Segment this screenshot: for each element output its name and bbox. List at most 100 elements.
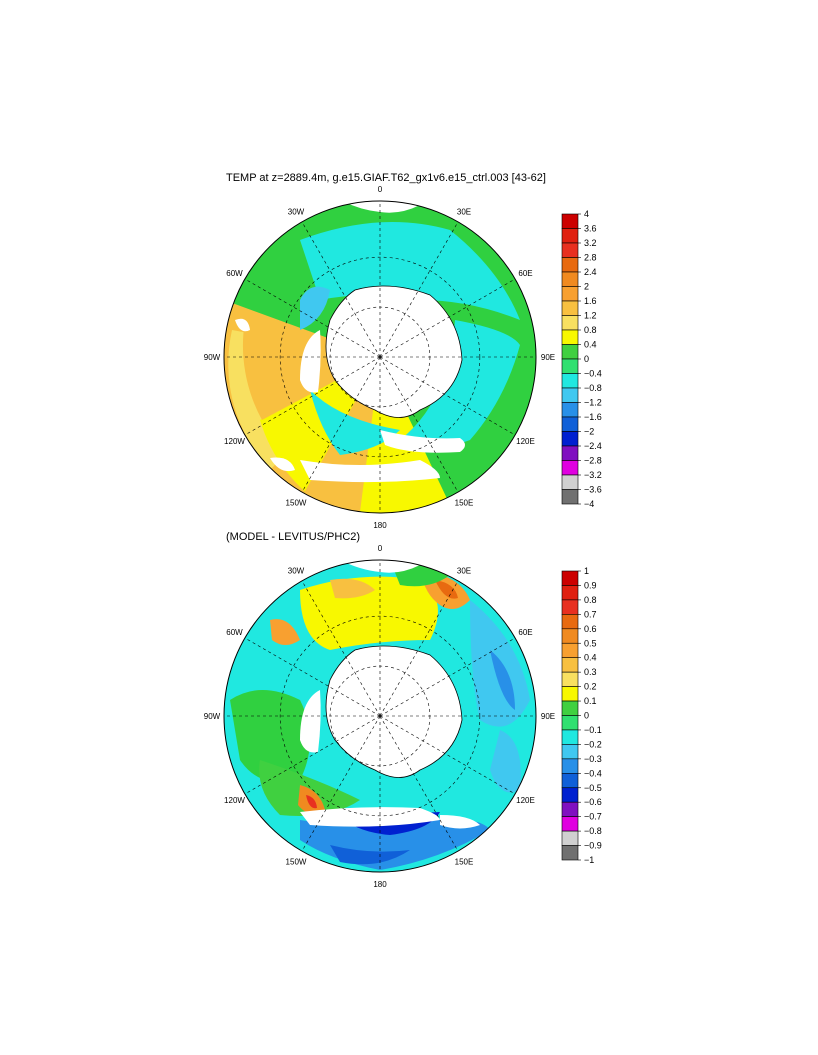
top-map-meridian-line [244,356,381,436]
top-colorbar-label: 1.6 [584,296,597,306]
bottom-colorbar-label: 0.8 [584,595,597,605]
bottom-colorbar-swatch [561,744,579,760]
bottom-map-meridian-line [379,715,516,795]
bottom-colorbar-label: 0.2 [584,682,597,692]
top-colorbar-label: −0.8 [584,383,602,393]
top-map-meridian-line [244,278,381,358]
bottom-map-longitude-label: 90E [541,712,555,721]
top-colorbar-label: 2.8 [584,253,597,263]
bottom-colorbar-swatch [561,801,579,817]
top-map-meridian-line [301,221,381,358]
top-colorbar-label: −1.6 [584,412,602,422]
bottom-colorbar-swatch [561,787,579,803]
bottom-colorbar-label: 0.9 [584,580,597,590]
bottom-colorbar-swatch [561,729,579,745]
top-colorbar-label: −0.4 [584,369,602,379]
bottom-colorbar-label: −0.9 [584,841,602,851]
top-map-longitude-label: 150W [286,498,307,507]
top-map-longitude-label: 90E [541,353,555,362]
bottom-colorbar-swatch [561,830,579,846]
bottom-colorbar-label: 0.3 [584,667,597,677]
top-map-meridian-line [379,278,516,358]
top-colorbar-label: 1.2 [584,311,597,321]
bottom-map-longitude-label: 60W [226,628,243,637]
top-map-longitude-label: 180 [373,521,387,530]
top-colorbar-label: −3.2 [584,470,602,480]
top-map-longitude-label: 120W [224,437,245,446]
bottom-colorbar-swatch [561,585,579,601]
bottom-map-meridian-line [244,637,381,717]
top-colorbar-swatch [561,489,579,505]
bottom-colorbar-swatch [561,599,579,615]
bottom-map-longitude-label: 30E [457,567,471,576]
bottom-colorbar-swatch [561,628,579,644]
top-map-longitude-label: 120E [516,437,535,446]
bottom-colorbar-swatch [561,700,579,716]
bottom-colorbar-swatch [561,772,579,789]
top-map-meridian-line [379,221,459,358]
bottom-colorbar-swatch [561,570,579,586]
bottom-colorbar-swatch [561,657,579,673]
bottom-colorbar-swatch [561,614,579,630]
bottom-colorbar-label: 0.4 [584,653,597,663]
bottom-colorbar-swatch [561,671,579,687]
bottom-map-longitude-label: 60E [518,628,532,637]
top-colorbar-label: 0 [584,354,589,364]
top-map-longitude-label: 90W [204,353,221,362]
bottom-map-meridian-line [301,580,381,717]
top-colorbar-label: 0.4 [584,340,597,350]
bottom-colorbar-label: −0.7 [584,812,602,822]
bottom-map-meridian-line [379,715,459,852]
bottom-map-longitude-label: 120W [224,796,245,805]
top-map-meridian-line [379,356,459,493]
top-colorbar-label: −1.2 [584,398,602,408]
bottom-colorbar-swatch [561,816,579,832]
bottom-map-meridian-line [301,715,381,852]
top-map-title: TEMP at z=2889.4m, g.e15.GIAF.T62_gx1v6.… [226,172,546,184]
bottom-colorbar-label: −0.3 [584,754,602,764]
bottom-map-meridian-line [379,637,516,717]
top-map-longitude-label: 60W [226,269,243,278]
bottom-colorbar-label: −0.5 [584,783,602,793]
bottom-map-longitude-label: 0 [378,544,383,553]
bottom-colorbar-label: −0.2 [584,739,602,749]
bottom-colorbar-swatch [561,845,579,861]
top-map-longitude-label: 0 [378,185,383,194]
top-colorbar-label: −2 [584,427,594,437]
top-map-longitude-label: 30E [457,208,471,217]
bottom-colorbar-label: 1 [584,566,589,576]
top-map-longitude-label: 150E [455,498,474,507]
top-map-longitude-label: 30W [288,208,305,217]
top-colorbar-label: 2.4 [584,267,597,277]
bottom-colorbar-label: −0.6 [584,797,602,807]
bottom-map-longitude-label: 120E [516,796,535,805]
bottom-colorbar-swatch [561,642,579,658]
top-colorbar-label: 4 [584,209,589,219]
top-colorbar-label: 0.8 [584,325,597,335]
top-map-latitude-circle [279,256,481,458]
bottom-map-meridian-line [379,580,459,717]
bottom-colorbar-label: −0.4 [584,768,602,778]
bottom-map-longitude-label: 90W [204,712,221,721]
top-colorbar-label: 3.6 [584,224,597,234]
top-colorbar-label: −2.8 [584,456,602,466]
bottom-colorbar-label: −1 [584,855,594,865]
top-map-longitude-label: 60E [518,269,532,278]
top-colorbar-label: 2 [584,282,589,292]
bottom-colorbar-swatch [561,686,579,702]
bottom-map-longitude-label: 180 [373,880,387,889]
top-map-meridian-line [301,356,381,493]
bottom-colorbar-label: 0 [584,711,589,721]
top-colorbar-label: −3.6 [584,485,602,495]
top-colorbar-label: −4 [584,499,594,509]
bottom-map-title: (MODEL - LEVITUS/PHC2) [226,531,361,543]
bottom-map-meridian-line [244,715,381,795]
bottom-colorbar-label: 0.5 [584,638,597,648]
bottom-colorbar-label: 0.7 [584,609,597,619]
bottom-map-latitude-circle [279,615,481,817]
top-colorbar-label: −2.4 [584,441,602,451]
